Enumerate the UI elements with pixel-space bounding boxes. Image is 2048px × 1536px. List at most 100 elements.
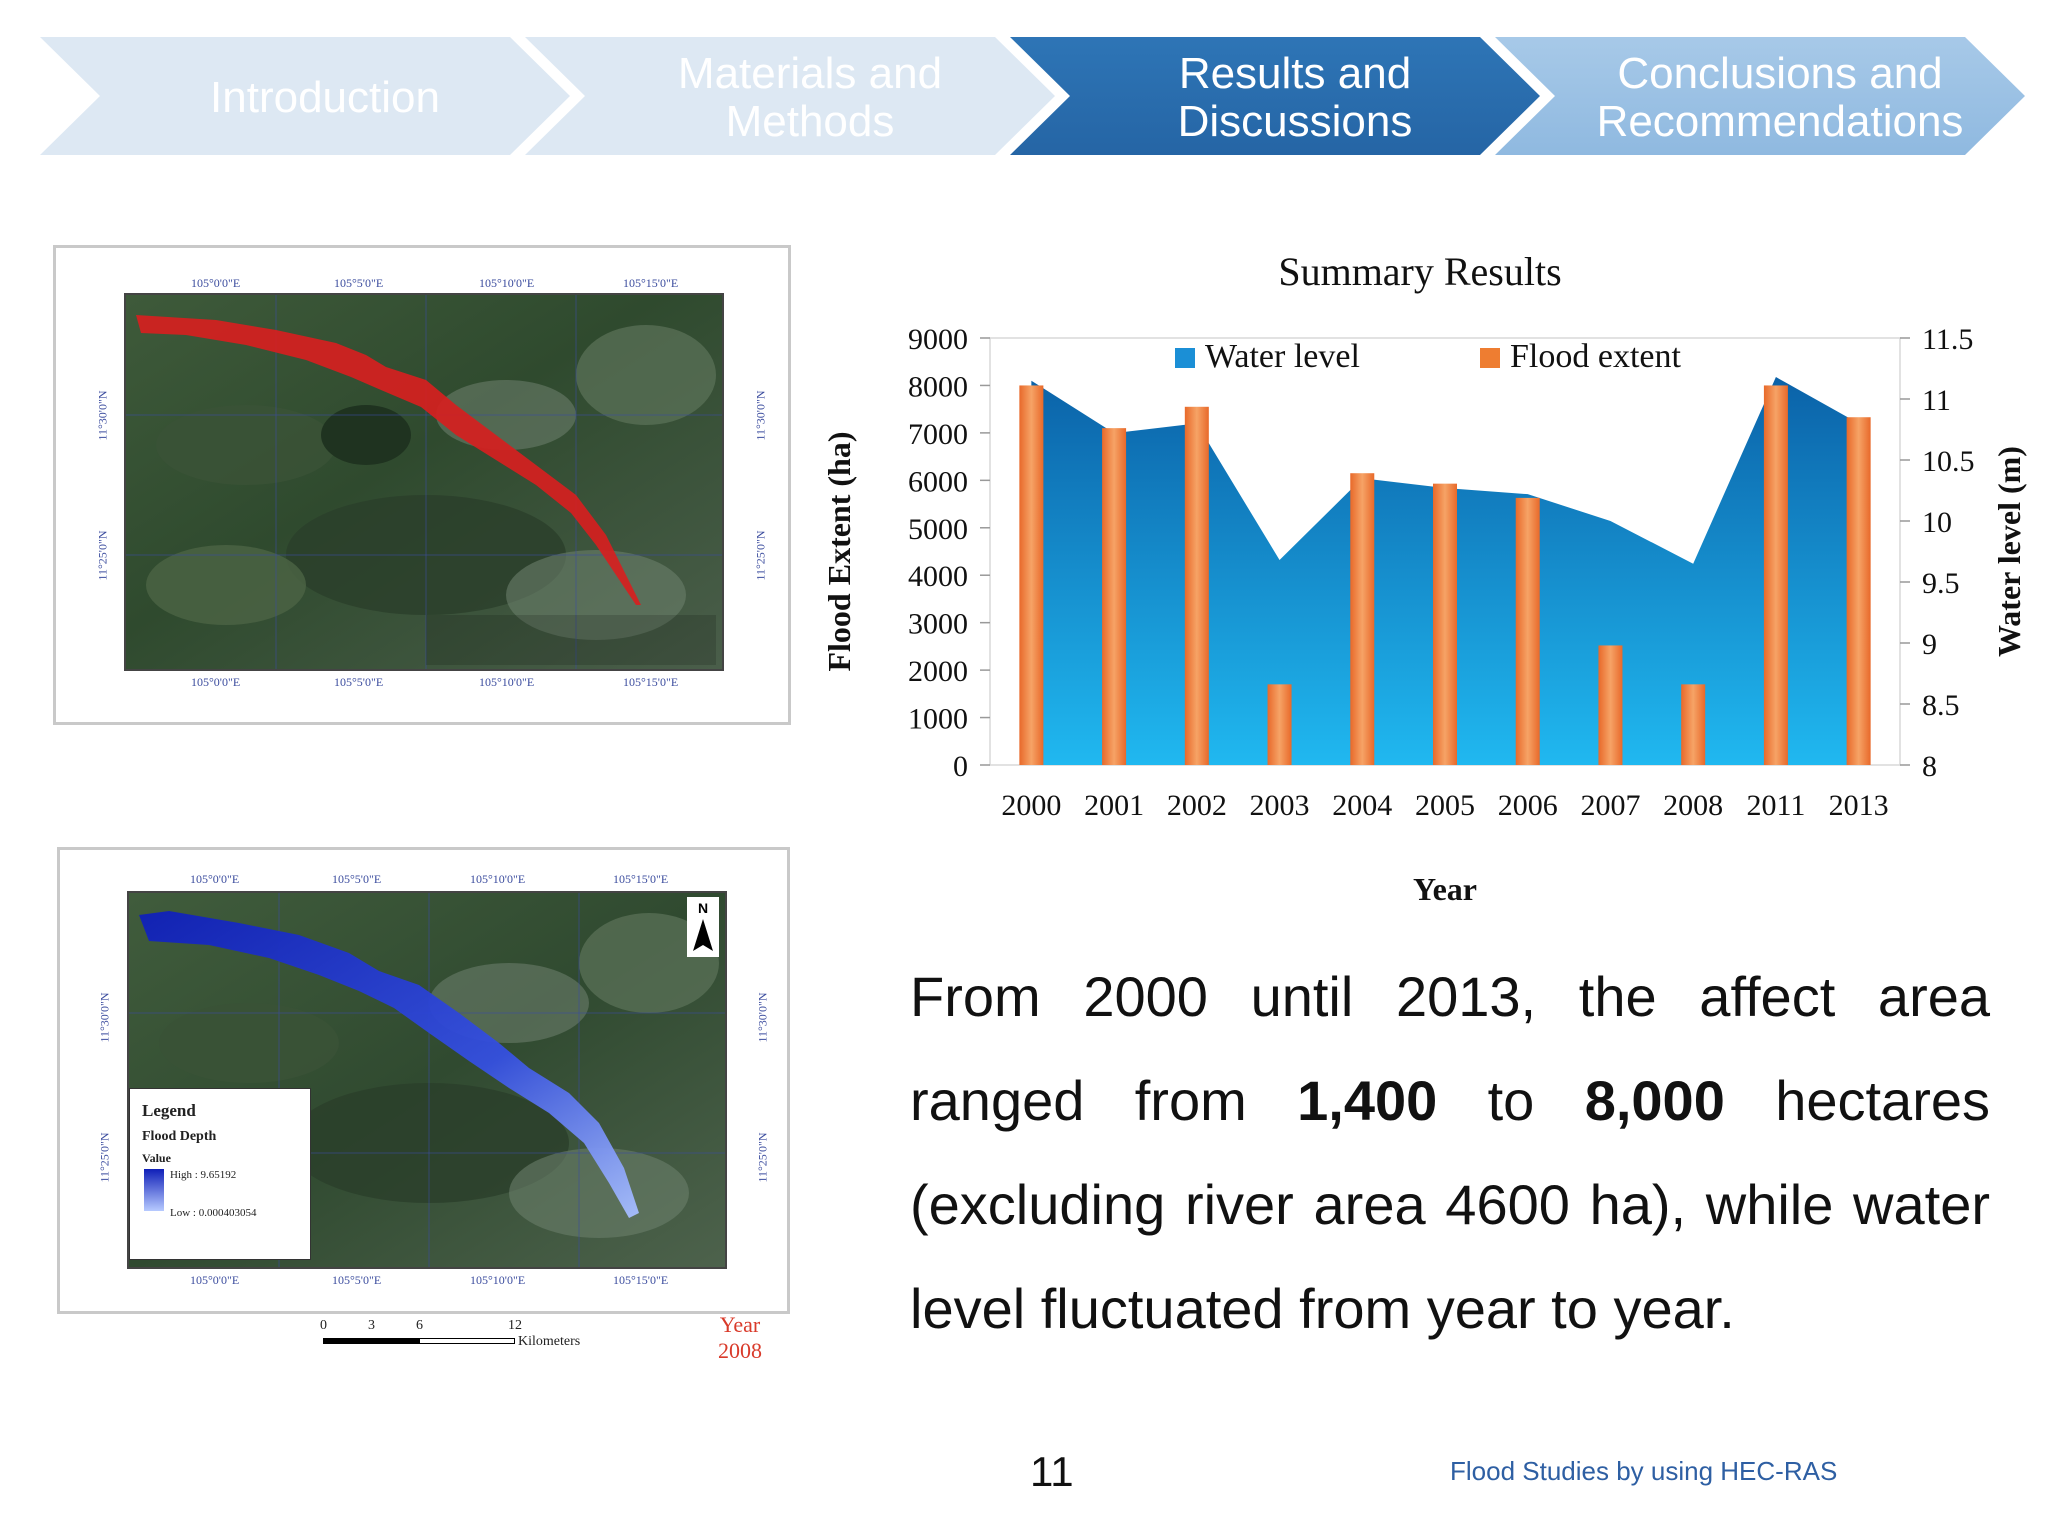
legend-subtitle: Flood Depth xyxy=(142,1129,217,1144)
flood-extent-bar xyxy=(1598,645,1623,765)
year-word: Year xyxy=(719,1312,761,1337)
x-tick-label: 2000 xyxy=(1001,789,1061,822)
nav-step-label: Conclusions and xyxy=(1617,49,1942,98)
y-tick-label: 0 xyxy=(953,750,968,783)
legend-high: High : 9.65192 xyxy=(170,1169,237,1181)
x-tick-label: 2003 xyxy=(1250,789,1310,822)
legend-value-label: Value xyxy=(142,1151,171,1165)
flood-extent-bar xyxy=(1515,497,1540,765)
summary-high-value: 8,000 xyxy=(1584,1069,1725,1132)
map-coord-left-2: 11°25'0"N xyxy=(97,1132,112,1183)
legend-color-ramp xyxy=(144,1169,164,1211)
x-tick-label: 2013 xyxy=(1829,789,1889,822)
scale-tick-3: 3 xyxy=(368,1318,375,1333)
nav-step-4[interactable] xyxy=(1495,37,2025,155)
map-coord-top-1: 105°0'0"E xyxy=(191,276,241,290)
y-tick-label: 8000 xyxy=(908,370,968,403)
map-coord-bottom-4: 105°15'0"E xyxy=(623,675,679,689)
x-axis-label: Year xyxy=(1413,871,1477,907)
svg-text:N: N xyxy=(698,900,708,916)
y-tick-label: 6000 xyxy=(908,465,968,498)
flood-depth-area xyxy=(139,911,639,1218)
x-tick-label: 2008 xyxy=(1663,789,1723,822)
nav-step-1[interactable] xyxy=(40,37,570,155)
map-coord-bottom-3: 105°10'0"E xyxy=(479,675,535,689)
y-tick-label: 7000 xyxy=(908,418,968,451)
map-coord-top-1: 105°0'0"E xyxy=(190,872,240,886)
flood-extent-bar xyxy=(1184,406,1209,765)
summary-part2: hectares (excluding river area 4600 ha),… xyxy=(910,1069,1990,1340)
y-tick-label: 1000 xyxy=(908,703,968,736)
nav-step-label: Materials and xyxy=(678,49,942,98)
legend-swatch xyxy=(1175,348,1195,368)
nav-step-label: Discussions xyxy=(1178,97,1413,146)
y2-tick-label: 11 xyxy=(1922,384,1951,417)
nav-step-2[interactable] xyxy=(525,37,1055,155)
scale-tick-0: 0 xyxy=(320,1318,327,1333)
map-coord-bottom-3: 105°10'0"E xyxy=(470,1273,526,1287)
x-tick-label: 2004 xyxy=(1332,789,1392,822)
y2-tick-label: 9.5 xyxy=(1922,567,1960,600)
chart-title: Summary Results xyxy=(1278,249,1561,294)
map-coord-top-3: 105°10'0"E xyxy=(479,276,535,290)
map-coord-bottom-1: 105°0'0"E xyxy=(191,675,241,689)
flood-extent-map: 105°0'0"E 105°5'0"E 105°10'0"E 105°15'0"… xyxy=(53,245,791,725)
map-coord-right-2: 11°25'0"N xyxy=(755,1132,770,1183)
y-tick-label: 4000 xyxy=(908,560,968,593)
scale-tick-12: 12 xyxy=(508,1318,522,1333)
map-coord-left-1: 11°30'0"N xyxy=(97,992,112,1043)
y-tick-label: 3000 xyxy=(908,608,968,641)
north-arrow: N xyxy=(687,897,719,957)
y-axis-label: Flood Extent (ha) xyxy=(821,432,857,672)
y2-tick-label: 10 xyxy=(1922,506,1952,539)
map-coord-left-2: 11°25'0"N xyxy=(95,530,110,581)
summary-paragraph: From 2000 until 2013, the affect area ra… xyxy=(910,945,1990,1361)
flood-extent-bar xyxy=(1433,483,1457,765)
flood-extent-bar xyxy=(1681,684,1706,765)
x-tick-label: 2006 xyxy=(1498,789,1558,822)
summary-low-value: 1,400 xyxy=(1297,1069,1438,1132)
nav-step-label: Recommendations xyxy=(1597,97,1964,146)
year-value: 2008 xyxy=(718,1338,762,1363)
x-tick-label: 2001 xyxy=(1084,789,1144,822)
map-coord-bottom-1: 105°0'0"E xyxy=(190,1273,240,1287)
legend-low: Low : 0.000403054 xyxy=(170,1207,257,1219)
satellite-map-render xyxy=(126,295,722,669)
map-coord-top-3: 105°10'0"E xyxy=(470,872,526,886)
satellite-map-render: N xyxy=(129,893,725,1267)
scale-tick-6: 6 xyxy=(416,1318,423,1333)
map-coord-top-2: 105°5'0"E xyxy=(334,276,384,290)
map-coord-top-2: 105°5'0"E xyxy=(332,872,382,886)
page-number: 11 xyxy=(1030,1448,1074,1495)
map-year-label: Year 2008 xyxy=(705,1312,775,1364)
y-tick-label: 5000 xyxy=(908,513,968,546)
map-coord-right-2: 11°25'0"N xyxy=(753,530,768,581)
nav-step-label: Methods xyxy=(726,97,895,146)
y2-tick-label: 8.5 xyxy=(1922,689,1960,722)
scale-bar: 0 3 6 12 Kilometers xyxy=(320,1318,580,1358)
summary-results-chart: Summary Results 0 1000 2000 3000 4000 5000 600… xyxy=(821,249,2027,907)
scale-unit: Kilometers xyxy=(518,1334,581,1349)
map-coord-right-1: 11°30'0"N xyxy=(753,390,768,441)
nav-step-3[interactable] xyxy=(1010,37,1540,155)
satellite-image: N Legend Flood Depth Value High : 9.6519… xyxy=(127,891,727,1269)
y2-tick-label: 8 xyxy=(1922,750,1937,783)
summary-mid: to xyxy=(1437,1069,1585,1132)
x-tick-label: 2011 xyxy=(1746,789,1805,822)
x-tick-label: 2005 xyxy=(1415,789,1475,822)
nav-step-label: Introduction xyxy=(210,73,440,122)
flood-extent-bar xyxy=(1102,428,1127,765)
x-tick-label: 2002 xyxy=(1167,789,1227,822)
y-tick-label: 2000 xyxy=(908,655,968,688)
flood-extent-area xyxy=(136,315,641,605)
map-coord-bottom-2: 105°5'0"E xyxy=(334,675,384,689)
flood-extent-bar xyxy=(1846,417,1871,765)
flood-extent-bar xyxy=(1267,684,1292,765)
y2-tick-label: 10.5 xyxy=(1922,445,1975,478)
y2-tick-label: 9 xyxy=(1922,628,1937,661)
map-legend: Legend Flood Depth Value High : 9.65192 … xyxy=(129,1088,311,1260)
legend-title: Legend xyxy=(142,1101,196,1120)
map-coord-bottom-4: 105°15'0"E xyxy=(613,1273,669,1287)
flood-extent-bar xyxy=(1019,385,1044,765)
